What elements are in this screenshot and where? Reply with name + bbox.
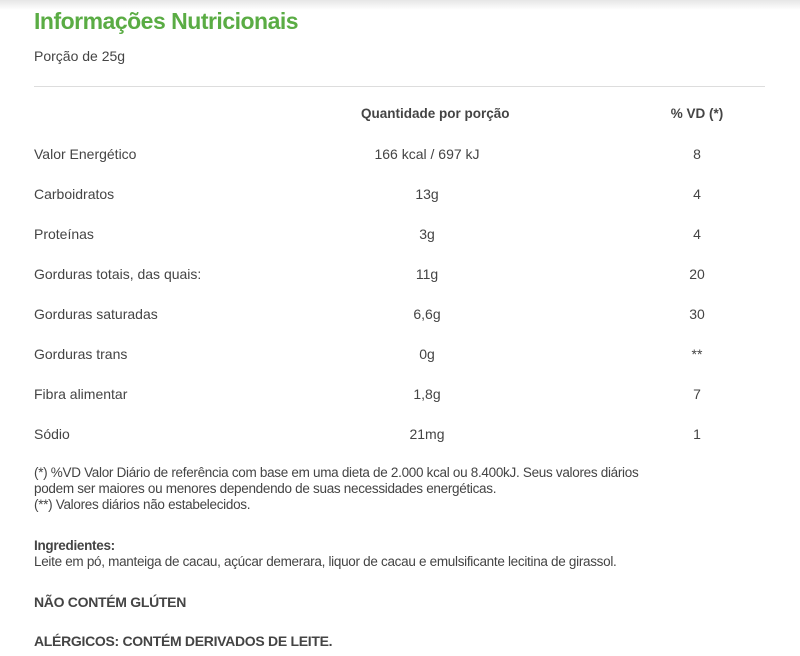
footnotes: (*) %VD Valor Diário de referência com b… (34, 465, 639, 513)
nutrient-vd: 8 (693, 146, 701, 162)
nutrient-vd: ** (691, 346, 703, 362)
nutrient-quantity: 13g (415, 186, 439, 202)
nutrient-quantity: 11g (415, 266, 439, 282)
nutrient-name: Carboidratos (34, 186, 115, 202)
header-vd: % VD (*) (670, 106, 724, 121)
nutrient-name: Gorduras trans (34, 346, 128, 362)
gluten-notice: NÃO CONTÉM GLÚTEN (34, 594, 187, 610)
ingredients: Ingredientes: Leite em pó, manteiga de c… (34, 538, 617, 570)
nutrient-quantity: 166 kcal / 697 kJ (374, 146, 480, 162)
nutrient-quantity: 1,8g (413, 386, 441, 402)
nutrient-name: Gorduras saturadas (34, 306, 158, 322)
nutrient-name: Sódio (34, 426, 70, 442)
portion-size: Porção de 25g (34, 48, 126, 64)
table-header: Quantidade por porção % VD (*) (34, 106, 765, 126)
divider (34, 86, 765, 87)
nutrient-vd: 4 (693, 186, 701, 202)
table-row: Fibra alimentar 1,8g 7 (34, 386, 765, 406)
table-row: Valor Energético 166 kcal / 697 kJ 8 (34, 146, 765, 166)
nutrient-vd: 7 (693, 386, 701, 402)
table-row: Proteínas 3g 4 (34, 226, 765, 246)
nutrient-vd: 4 (693, 226, 701, 242)
table-row: Carboidratos 13g 4 (34, 186, 765, 206)
nutrient-quantity: 21mg (409, 426, 445, 442)
ingredients-label: Ingredientes: (34, 538, 115, 553)
top-shadow (0, 0, 800, 10)
table-row: Gorduras totais, das quais: 11g 20 (34, 266, 765, 286)
nutrient-vd: 1 (693, 426, 701, 442)
nutrient-quantity: 3g (419, 226, 435, 242)
section-title: Informações Nutricionais (34, 8, 299, 34)
nutrient-vd: 30 (689, 306, 705, 322)
nutrient-quantity: 0g (419, 346, 435, 362)
nutrient-name: Proteínas (34, 226, 94, 242)
footnote-line: (*) %VD Valor Diário de referência com b… (34, 465, 639, 480)
nutrient-name: Valor Energético (34, 146, 137, 162)
header-quantity: Quantidade por porção (361, 106, 510, 121)
footnote-line: (**) Valores diários não estabelecidos. (34, 497, 251, 512)
nutrient-quantity: 6,6g (413, 306, 441, 322)
allergen-notice: ALÉRGICOS: CONTÉM DERIVADOS DE LEITE. (34, 633, 333, 649)
nutrient-name: Fibra alimentar (34, 386, 128, 402)
table-row: Sódio 21mg 1 (34, 426, 765, 446)
table-row: Gorduras saturadas 6,6g 30 (34, 306, 765, 326)
nutrient-vd: 20 (689, 266, 705, 282)
ingredients-text: Leite em pó, manteiga de cacau, açúcar d… (34, 554, 617, 569)
nutrient-name: Gorduras totais, das quais: (34, 266, 202, 282)
footnote-line: podem ser maiores ou menores dependendo … (34, 481, 497, 496)
table-row: Gorduras trans 0g ** (34, 346, 765, 366)
